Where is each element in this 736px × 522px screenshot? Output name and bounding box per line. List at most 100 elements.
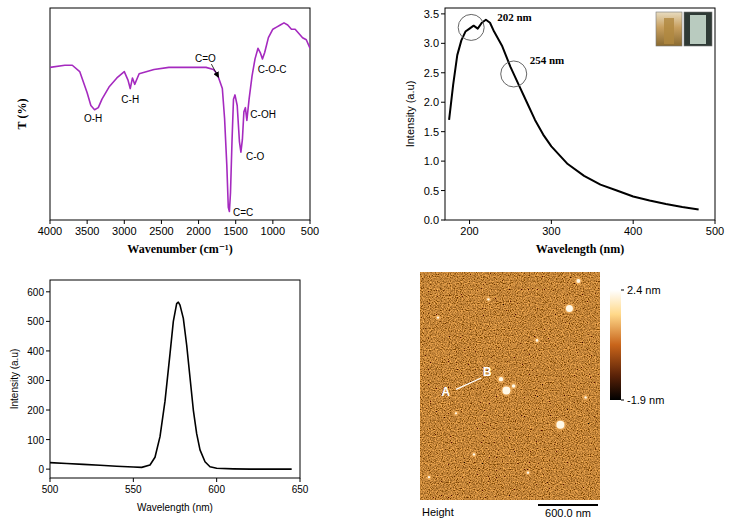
x-tick-label: 500	[301, 225, 319, 237]
x-tick-label: 550	[125, 484, 142, 495]
particle-halo	[564, 303, 574, 313]
y-tick	[46, 291, 50, 292]
y-tick-label: 400	[27, 346, 44, 357]
x-tick-label: 2000	[186, 225, 210, 237]
particle	[536, 339, 539, 342]
particle-halo	[486, 297, 491, 302]
band-label: C=O	[195, 53, 216, 64]
y-tick-label: 3.5	[424, 8, 439, 20]
x-tick-label: 2500	[149, 225, 173, 237]
y-tick-label: 200	[27, 405, 44, 416]
particle-halo	[510, 383, 517, 390]
scale-bar-label: 600.0 nm	[545, 507, 591, 519]
y-tick-label: 3.0	[424, 37, 439, 49]
y-tick	[46, 380, 50, 381]
x-tick	[235, 220, 236, 224]
peak-label: 254 nm	[530, 54, 565, 66]
particle	[428, 476, 430, 478]
colorbar-tick	[621, 290, 624, 291]
particle-halo	[575, 278, 582, 285]
y-tick	[46, 350, 50, 351]
x-tick	[161, 220, 162, 224]
panel-2: 5005506006500100200300400500600Wavelengt…	[9, 280, 309, 513]
y-axis-title: Intensity (a.u)	[9, 349, 20, 410]
colorbar	[610, 290, 621, 400]
particle	[584, 396, 586, 398]
x-tick	[133, 478, 134, 482]
x-tick	[198, 220, 199, 224]
particle-halo	[583, 395, 588, 400]
y-tick-label: 500	[27, 316, 44, 327]
y-tick	[46, 439, 50, 440]
y-tick-label: 2.0	[424, 96, 439, 108]
spectrum-line	[449, 20, 699, 210]
particle-halo	[501, 385, 512, 396]
plot-frame	[445, 8, 715, 220]
x-tick	[715, 220, 716, 224]
x-tick	[551, 220, 552, 224]
particle	[556, 421, 564, 429]
spectrum-line	[50, 23, 310, 212]
x-tick	[633, 220, 634, 224]
channel-label: Height	[422, 506, 454, 518]
colorbar-label: -1.9 nm	[627, 394, 664, 406]
x-axis-title: Wavenumber (cm⁻¹)	[127, 242, 232, 256]
line-group	[50, 302, 292, 469]
band-label: O-H	[84, 113, 102, 124]
y-tick-label: 100	[27, 435, 44, 446]
particle-halo	[525, 470, 530, 475]
band-label: C-H	[121, 94, 139, 105]
x-tick-label: 500	[706, 225, 724, 237]
peak-circle	[458, 14, 484, 40]
band-label: C-O	[246, 151, 265, 162]
band-label: C=C	[233, 207, 253, 218]
particle	[473, 453, 475, 455]
x-tick-label: 400	[624, 225, 642, 237]
particle	[499, 377, 503, 381]
y-tick	[441, 43, 445, 44]
y-tick-label: 300	[27, 375, 44, 386]
y-tick-label: 2.5	[424, 67, 439, 79]
profile-line	[456, 378, 481, 389]
particle	[566, 305, 573, 312]
particle-halo	[555, 419, 566, 430]
panel-1: 2003004005000.00.51.01.52.02.53.03.5Wave…	[404, 8, 724, 256]
x-tick	[310, 220, 311, 224]
colorbar-tick	[621, 400, 624, 401]
y-tick	[441, 190, 445, 191]
particle-halo	[497, 375, 504, 382]
y-tick	[441, 102, 445, 103]
particle	[576, 279, 580, 283]
y-tick-label: 1.0	[424, 155, 439, 167]
band-arrow	[211, 64, 218, 77]
y-tick	[46, 321, 50, 322]
line-group	[449, 20, 699, 210]
particle	[437, 316, 439, 318]
peak-label: 202 nm	[497, 11, 532, 23]
inset-photos	[656, 12, 712, 46]
x-tick	[300, 478, 301, 482]
particle	[502, 387, 510, 395]
y-tick	[46, 469, 50, 470]
spectrum-line	[50, 302, 292, 469]
peak-circle	[501, 61, 527, 87]
x-axis-title: Wavelength (nm)	[137, 502, 213, 513]
x-tick	[469, 220, 470, 224]
x-tick	[272, 220, 273, 224]
y-tick	[441, 220, 445, 221]
x-tick	[50, 478, 51, 482]
y-axis-title: T (%)	[15, 99, 29, 130]
inset-vial	[664, 18, 674, 44]
particle	[512, 384, 516, 388]
x-tick-label: 1500	[223, 225, 247, 237]
line-group	[50, 23, 310, 212]
x-tick	[216, 478, 217, 482]
y-axis-title: Intensity (a.u)	[404, 81, 416, 148]
y-tick	[441, 13, 445, 14]
y-tick-label: 0.0	[424, 214, 439, 226]
inset-photo	[656, 12, 682, 46]
plot-frame	[50, 8, 310, 220]
colorbar-label: 2.4 nm	[627, 284, 661, 296]
x-tick-label: 650	[292, 484, 309, 495]
x-tick-label: 4000	[38, 225, 62, 237]
